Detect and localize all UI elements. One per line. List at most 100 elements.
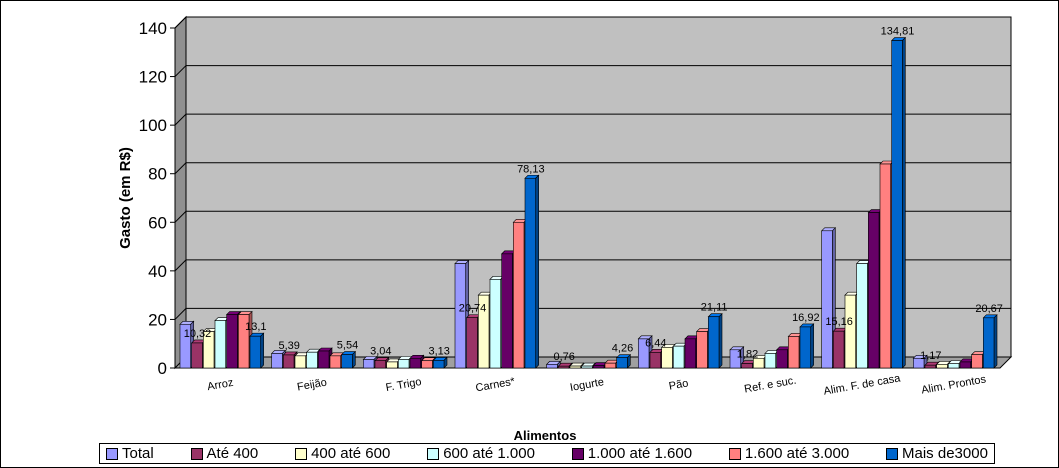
bar: [833, 330, 845, 369]
legend-label: 600 até 1.000: [443, 445, 535, 462]
data-label: 0,76: [553, 351, 574, 363]
data-label: 13,1: [245, 321, 266, 333]
bar: [616, 357, 628, 369]
gridline: [174, 113, 1011, 126]
bar: [638, 338, 650, 369]
legend-item: 1.000 até 1.600: [571, 445, 692, 462]
x-tick-label: Feijão: [296, 377, 328, 394]
bar: [179, 323, 191, 369]
data-label: 5,54: [337, 340, 358, 352]
bar: [868, 212, 880, 369]
x-tick-label: Pão: [668, 377, 689, 392]
bar: [203, 331, 215, 369]
bar: [879, 163, 891, 369]
bar: [741, 363, 753, 369]
legend-swatch: [886, 447, 899, 460]
bar: [821, 230, 833, 369]
legend-label: Até 400: [206, 445, 259, 462]
bar: [788, 336, 800, 369]
data-label: 20,67: [975, 303, 1003, 315]
x-tick-label: F. Trigo: [385, 376, 423, 394]
legend-item: Até 400: [190, 445, 259, 462]
legend-item: Mais de3000: [886, 445, 988, 462]
bar: [306, 351, 318, 369]
legend-item: 1.600 até 3.000: [728, 445, 850, 462]
bar: [558, 365, 570, 369]
legend-label: 400 até 600: [311, 445, 391, 462]
x-tick-label: Alim. F. de casa: [823, 372, 902, 397]
bar: [478, 294, 490, 369]
x-tick-label: Alim. Prontos: [920, 373, 987, 396]
bar: [546, 364, 558, 369]
bar: [891, 40, 903, 369]
y-tick-label: 120: [139, 68, 167, 87]
bar: [294, 355, 306, 369]
bar: [696, 331, 708, 369]
bar: [238, 314, 250, 369]
bar: [466, 317, 478, 369]
bar: [501, 253, 513, 369]
legend-item: 400 até 600: [295, 445, 390, 462]
data-label: 5,39: [278, 340, 299, 352]
bar-side: [810, 323, 814, 369]
bar: [924, 364, 936, 369]
data-label: 4,26: [612, 343, 633, 355]
data-label: 6,44: [645, 337, 666, 349]
y-tick-label: 40: [148, 262, 167, 281]
x-tick-label: Iogurte: [569, 376, 605, 394]
bar: [569, 365, 581, 369]
bar: [764, 353, 776, 369]
bar: [363, 359, 375, 369]
bar-side: [718, 313, 723, 369]
bar: [856, 263, 868, 369]
bar: [191, 342, 203, 369]
bar-side: [902, 36, 906, 369]
legend-label: 1.600 até 3.000: [744, 445, 850, 462]
data-label: 1,82: [737, 349, 758, 361]
data-label: 78,13: [517, 163, 545, 175]
bar: [398, 359, 410, 369]
bar: [604, 362, 616, 369]
bar: [386, 361, 398, 369]
bar: [649, 352, 661, 369]
y-tick-label: 0: [158, 359, 167, 378]
bar: [799, 326, 811, 369]
bar: [513, 221, 525, 369]
bar: [318, 350, 330, 369]
bar: [661, 347, 673, 369]
x-tick-label: Carnes*: [475, 376, 517, 395]
bar: [374, 360, 386, 369]
data-label: 15,16: [825, 316, 853, 328]
bar: [971, 354, 983, 369]
bar-side: [993, 314, 998, 369]
bar: [983, 317, 995, 369]
bar-side: [352, 350, 356, 369]
bar: [753, 357, 765, 369]
bar: [214, 320, 226, 369]
bar: [776, 349, 788, 369]
bar: [454, 263, 466, 369]
y-tick-label: 20: [148, 310, 167, 329]
legend-swatch: [106, 447, 118, 460]
bar: [226, 314, 238, 369]
x-axis-title: Alimentos: [514, 428, 577, 443]
bar: [341, 354, 353, 369]
bar: [673, 345, 685, 369]
bar: [433, 360, 445, 369]
legend-item: 600 até 1.000: [427, 445, 535, 462]
bar: [329, 355, 341, 369]
gridline: [174, 307, 1011, 320]
y-tick-label: 100: [139, 116, 167, 135]
bar: [936, 364, 948, 369]
legend-swatch: [295, 447, 308, 460]
gridline: [174, 210, 1011, 223]
bar: [581, 365, 593, 369]
x-tick-label: Ref. e suc.: [743, 375, 797, 396]
legend-swatch: [571, 447, 584, 460]
x-tick-label: Arroz: [206, 377, 234, 393]
bar: [684, 338, 696, 369]
bar: [729, 349, 741, 369]
bar: [844, 294, 856, 369]
y-tick-label: 80: [148, 165, 167, 184]
bar: [913, 357, 925, 369]
